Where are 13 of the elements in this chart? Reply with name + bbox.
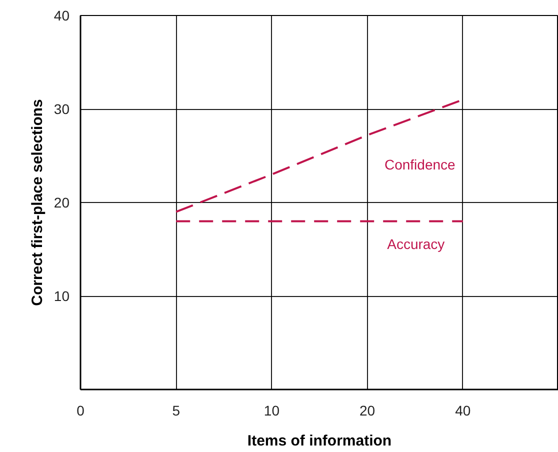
x-tick-label: 20 [360, 402, 376, 418]
y-axis-title: Correct first-place selections [28, 99, 46, 306]
x-tick-label: 40 [455, 402, 471, 418]
x-tick-label: 10 [264, 402, 280, 418]
x-tick-label: 5 [172, 402, 180, 418]
y-tick-label: 10 [54, 288, 70, 304]
x-axis-title: Items of information [247, 432, 392, 450]
series-label: Confidence [384, 156, 456, 173]
y-tick-label: 20 [54, 194, 70, 210]
y-tick-label: 30 [54, 101, 70, 117]
x-tick-label: 0 [76, 402, 85, 418]
series-label: Accuracy [387, 236, 445, 252]
y-tick-label: 40 [54, 8, 70, 24]
